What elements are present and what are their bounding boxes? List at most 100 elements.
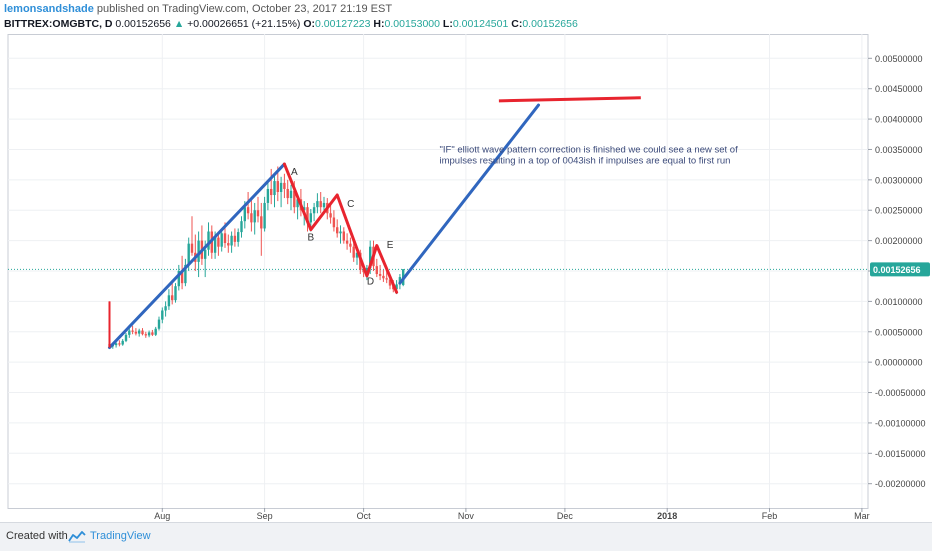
candle-body — [365, 267, 369, 273]
wave-label-a: A — [291, 167, 298, 178]
x-tick-label: 2018 — [657, 511, 677, 521]
candle-body — [184, 264, 187, 284]
candle-body — [207, 231, 210, 250]
tradingview-brand[interactable]: TradingView — [90, 530, 151, 542]
x-tick-label: Nov — [458, 511, 475, 521]
y-tick-label: 0.00250000 — [875, 206, 923, 216]
candle-body — [342, 231, 345, 241]
y-tick-label: 0.00300000 — [875, 175, 923, 185]
candle-body — [303, 207, 306, 211]
candle-body — [171, 295, 174, 301]
y-tick-label: 0.00350000 — [875, 145, 923, 155]
candle-body — [131, 330, 134, 332]
y-tick-label: 0.00500000 — [875, 54, 923, 64]
candle-body — [382, 275, 385, 279]
candle-body — [339, 231, 342, 234]
price-change: +0.00026651 (+21.15%) — [187, 18, 301, 30]
candle-body — [293, 190, 296, 208]
wave-label-e: E — [387, 240, 394, 251]
candle-body — [174, 286, 177, 301]
candle-body — [190, 243, 194, 253]
candle-body — [309, 213, 312, 223]
candle-body — [141, 330, 144, 335]
footer-bar: Created with TradingView — [0, 522, 932, 551]
last-price-badge — [870, 262, 930, 277]
chart-header: lemonsandshade published on TradingView.… — [0, 0, 932, 34]
candle-body — [266, 188, 270, 203]
candle-body — [260, 216, 263, 229]
candle-body — [230, 235, 233, 246]
candle-body — [223, 233, 227, 244]
candle-body — [237, 232, 240, 242]
change-up-icon: ▲ — [173, 18, 185, 30]
candle-body — [395, 284, 398, 290]
candle-body — [306, 207, 309, 223]
high-label: H: — [373, 18, 385, 30]
candle-body — [187, 243, 190, 265]
wave-label-d: D — [367, 276, 374, 287]
candle-body — [147, 332, 151, 336]
annotation-text-line: impulses resulting in a top of 0043ish i… — [440, 156, 731, 167]
candle-body — [283, 182, 286, 189]
x-tick-label: Aug — [154, 511, 170, 521]
candle-body — [349, 243, 352, 247]
chart-area[interactable]: 0.00500000 0.00450000 0.00400000 0.00350000… — [0, 34, 932, 522]
candle-body — [227, 243, 230, 246]
candle-body — [177, 271, 180, 287]
candle-body — [385, 278, 388, 280]
x-tick-label: Feb — [762, 511, 778, 521]
wave-label-c: C — [347, 199, 354, 210]
candle-body — [322, 202, 326, 208]
y-tick-label: 0.00450000 — [875, 84, 923, 94]
candle-body — [336, 227, 339, 234]
candle-body — [378, 274, 382, 276]
candle-body — [161, 310, 164, 320]
y-tick-label: -0.00200000 — [875, 479, 926, 489]
wave-label-b: B — [308, 233, 315, 244]
candle-body — [138, 330, 141, 334]
candle-body — [154, 328, 157, 335]
last-price: 0.00152656 — [115, 18, 171, 30]
candle-body — [157, 319, 161, 329]
x-tick-label: Dec — [557, 511, 574, 521]
created-with-text: Created with — [6, 530, 68, 542]
candle-body — [124, 334, 128, 341]
candle-body — [263, 202, 266, 229]
candle-body — [289, 190, 293, 199]
candle-body — [180, 271, 184, 284]
candle-body — [246, 207, 250, 214]
candle-body — [332, 217, 336, 228]
x-tick-label: Oct — [357, 511, 372, 521]
candle-body — [167, 295, 171, 307]
candle-body — [233, 235, 237, 242]
candle-body — [151, 332, 154, 335]
candle-body — [204, 249, 207, 259]
annotation-text-line: "IF" elliott wave pattern correction is … — [440, 145, 739, 156]
candle-body — [312, 207, 316, 214]
blue-trend-line — [108, 162, 286, 350]
tradingview-logo-icon — [68, 531, 86, 543]
candle-body — [114, 343, 118, 346]
author-link[interactable]: lemonsandshade — [4, 3, 94, 15]
high-value: 0.00153000 — [384, 18, 440, 30]
y-tick-label: 0.00400000 — [875, 115, 923, 125]
candle-body — [286, 188, 289, 199]
candle-body — [375, 266, 378, 275]
y-tick-label: -0.00100000 — [875, 418, 926, 428]
candle-body — [253, 210, 256, 223]
price-chart[interactable]: 0.00500000 0.00450000 0.00400000 0.00350000… — [0, 34, 932, 522]
open-label: O: — [303, 18, 316, 30]
candle-body — [296, 199, 299, 208]
last-price-badge-label: 0.00152656 — [873, 265, 921, 275]
red-zigzag-correction — [282, 162, 399, 294]
y-tick-label: 0.00050000 — [875, 327, 923, 337]
candle-body — [279, 182, 283, 192]
low-label: L: — [442, 18, 453, 30]
symbol-name[interactable]: BITTREX:OMGBTC, D — [4, 18, 113, 30]
red-target-line — [498, 96, 641, 103]
symbol-info: BITTREX:OMGBTC, D 0.00152656 ▲ +0.000266… — [4, 18, 578, 30]
candle-body — [319, 201, 322, 208]
candle-body — [121, 340, 124, 345]
candle-body — [118, 343, 121, 345]
candle-body — [243, 207, 246, 222]
